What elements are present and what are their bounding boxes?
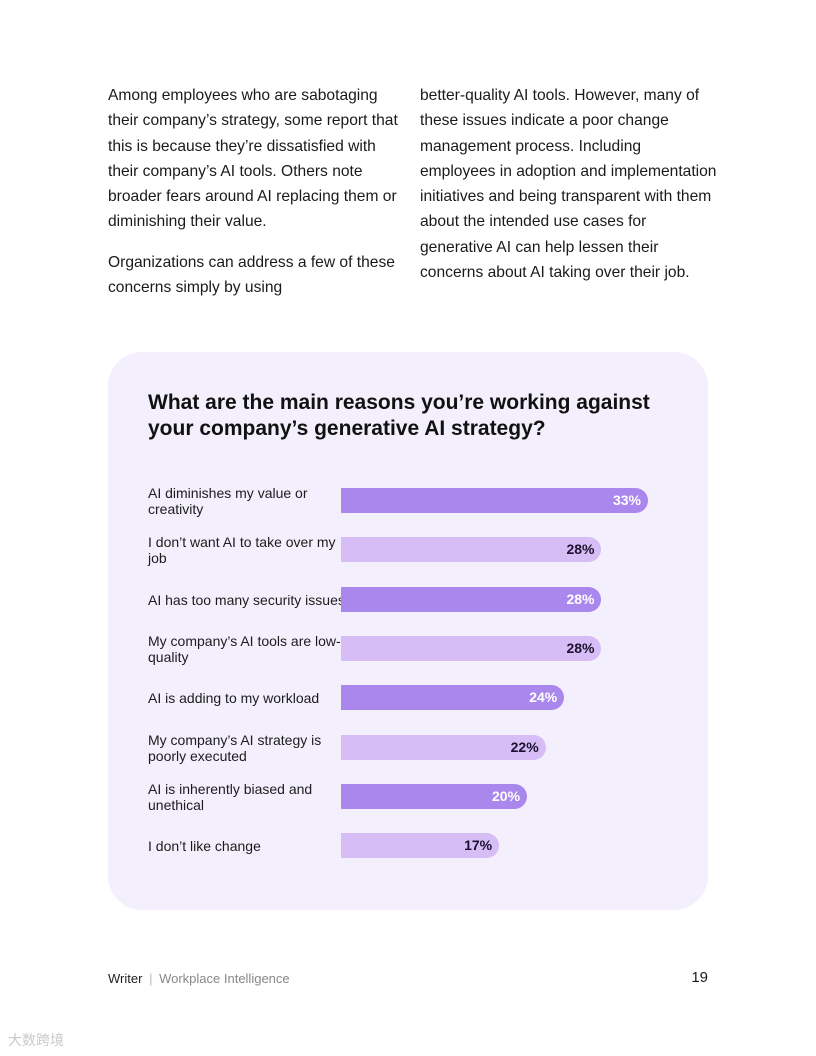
bar-category-label: AI is adding to my workload [148,689,320,706]
bar: 17% [341,833,500,858]
bar-data-label: 20% [492,788,521,804]
bar-category-label: AI diminishes my value or creativity [148,484,308,517]
bar-data-label: 17% [464,837,493,853]
bar-data-label: 28% [566,591,595,607]
bar: 22% [341,735,546,760]
page-footer: Writer | Workplace Intelligence [108,971,290,986]
footer-publication: Workplace Intelligence [159,971,290,986]
body-paragraph: Among employees who are sabotaging their… [108,87,398,231]
bar: 28% [341,636,602,661]
body-paragraph: better-quality AI tools. However, many o… [420,87,717,282]
chart-title: What are the main reasons you’re working… [148,391,650,440]
bar: 20% [341,784,528,809]
body-paragraph: Organizations can address a few of these… [108,253,395,297]
bar: 28% [341,587,602,612]
bar-data-label: 33% [612,492,641,508]
watermark: 大数跨境 [8,1033,64,1049]
body-text-left-column: Among employees who are sabotaging their… [108,83,398,315]
chart-card: What are the main reasons you’re working… [108,352,708,910]
bar-category-label: AI has too many security issues [148,591,345,608]
page-number: 19 [691,969,708,986]
footer-separator: | [149,971,153,986]
bar-category-label: I don’t want AI to take over my job [148,533,336,566]
bar: 28% [341,537,602,562]
body-text-right-column: better-quality AI tools. However, many o… [420,83,720,300]
bar-category-label: My company’s AI tools are low-quality [148,632,341,665]
bar-data-label: 28% [566,541,595,557]
footer-brand: Writer [108,971,143,986]
bar-category-label: My company’s AI strategy is poorly execu… [148,731,322,764]
bar-data-label: 22% [510,739,539,755]
bar-data-label: 24% [529,689,558,705]
bar-category-label: I don’t like change [148,837,261,854]
bar-category-label: AI is inherently biased and unethical [148,780,313,813]
bar: 24% [341,685,565,710]
bar: 33% [341,488,648,513]
bar-data-label: 28% [566,640,595,656]
